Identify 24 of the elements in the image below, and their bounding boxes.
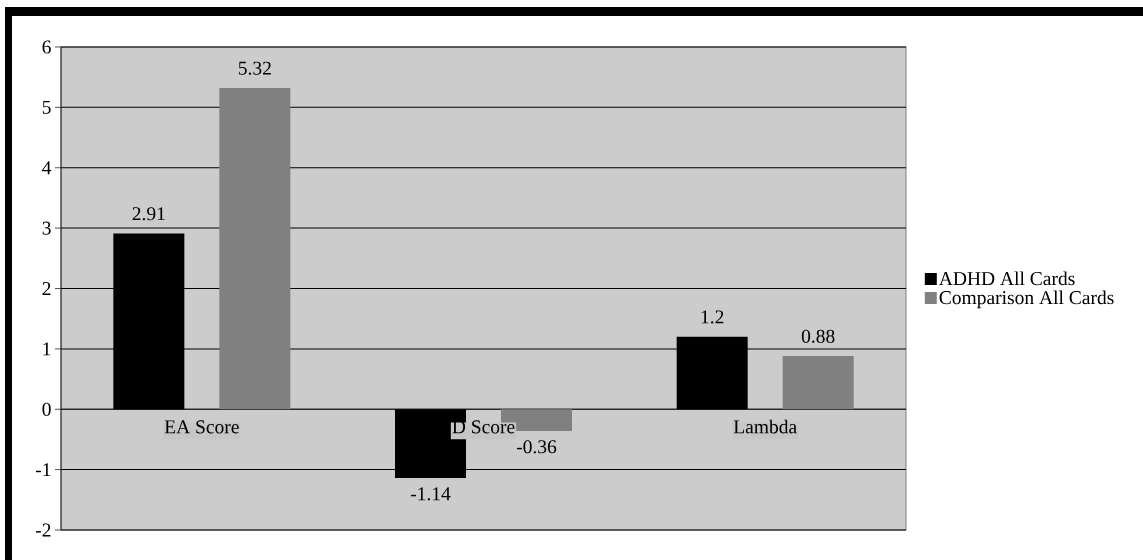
data-label: -1.14 — [410, 487, 451, 501]
y-tick-label: 1 — [43, 342, 51, 356]
bar — [395, 409, 467, 479]
data-label: 5.32 — [238, 61, 271, 75]
x-tick-label: EA Score — [164, 420, 239, 434]
legend-label: ADHD All Cards — [938, 271, 1075, 286]
data-label: 0.88 — [801, 329, 835, 343]
bar — [782, 356, 854, 410]
y-tick-label: 0 — [42, 402, 51, 416]
y-tick-label: 6 — [42, 40, 51, 54]
y-tick-label: 3 — [42, 221, 51, 235]
y-tick-label: 5 — [42, 100, 51, 114]
bar — [676, 336, 748, 410]
bar — [113, 233, 185, 410]
data-label: 1.2 — [701, 310, 724, 324]
bar — [219, 88, 291, 410]
y-tick-label: -1 — [35, 463, 51, 477]
data-label: -0.36 — [516, 440, 557, 454]
y-tick-label: -2 — [35, 523, 51, 537]
x-tick-label: Lambda — [733, 419, 797, 434]
data-label: 2.91 — [132, 207, 165, 221]
legend-label: Comparison All Cards — [939, 290, 1114, 309]
y-tick-label: 4 — [42, 161, 52, 175]
y-tick-label: 2 — [42, 282, 51, 295]
